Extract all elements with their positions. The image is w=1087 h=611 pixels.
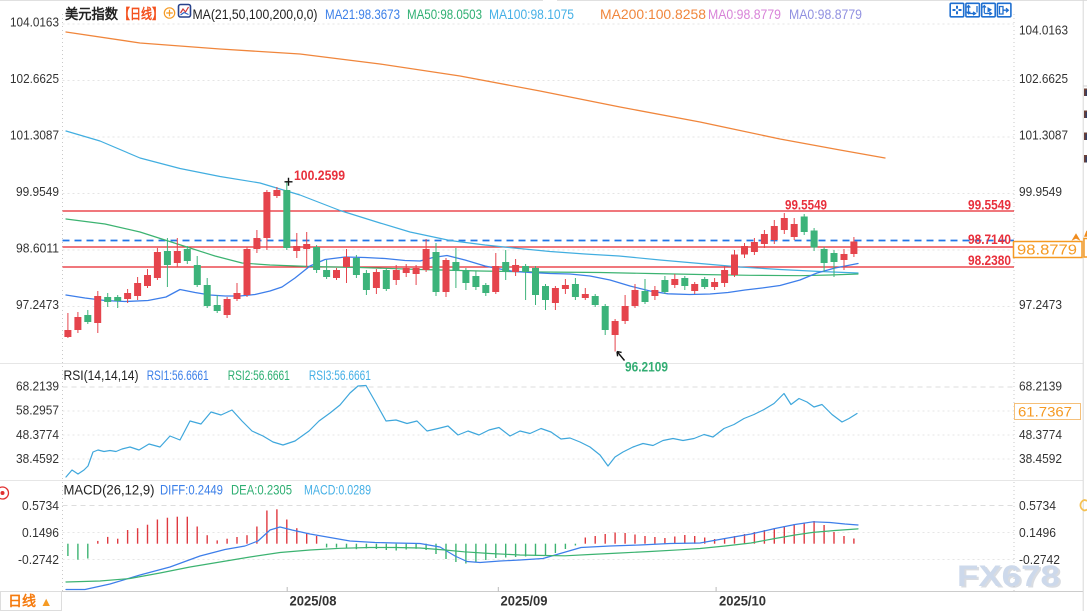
svg-text:98.2380: 98.2380 <box>968 253 1011 268</box>
svg-text:0.5734: 0.5734 <box>22 498 59 513</box>
svg-text:RSI1:56.6661: RSI1:56.6661 <box>147 368 209 383</box>
svg-text:RSI(14,14,14): RSI(14,14,14) <box>64 368 139 383</box>
svg-text:FX678: FX678 <box>957 560 1060 593</box>
svg-text:101.3087: 101.3087 <box>1019 128 1068 143</box>
svg-text:DIFF:0.2449: DIFF:0.2449 <box>160 483 223 498</box>
svg-text:MA0:98.8779: MA0:98.8779 <box>708 7 781 22</box>
svg-text:MACD(26,12,9): MACD(26,12,9) <box>64 483 155 498</box>
svg-text:100.2599: 100.2599 <box>294 168 345 183</box>
svg-text:101.3087: 101.3087 <box>10 128 59 143</box>
svg-text:MA0:98.8779: MA0:98.8779 <box>789 7 862 22</box>
svg-text:▲: ▲ <box>40 595 52 609</box>
svg-text:2025/08: 2025/08 <box>290 594 337 609</box>
svg-text:99.9549: 99.9549 <box>16 184 59 199</box>
svg-text:68.2139: 68.2139 <box>16 379 59 394</box>
svg-text:99.5549: 99.5549 <box>968 198 1011 213</box>
svg-text:RSI3:56.6661: RSI3:56.6661 <box>309 368 371 383</box>
svg-text:0.1496: 0.1496 <box>22 525 59 540</box>
svg-text:96.2109: 96.2109 <box>625 360 668 375</box>
svg-text:58.2957: 58.2957 <box>16 403 59 418</box>
svg-text:98.7140: 98.7140 <box>968 232 1011 247</box>
svg-text:MA(21,50,100,200,0,0): MA(21,50,100,200,0,0) <box>193 7 318 22</box>
svg-text:日线: 日线 <box>8 593 36 609</box>
svg-text:MA100:98.1075: MA100:98.1075 <box>489 7 574 22</box>
svg-text:FX678: FX678 <box>959 562 1062 595</box>
svg-text:【日线】: 【日线】 <box>119 6 163 22</box>
svg-text:0.1496: 0.1496 <box>1019 525 1056 540</box>
svg-text:MA21:98.3673: MA21:98.3673 <box>325 7 400 22</box>
svg-text:MA50:98.0503: MA50:98.0503 <box>407 7 482 22</box>
svg-text:0.5734: 0.5734 <box>1019 498 1056 513</box>
svg-text:102.6625: 102.6625 <box>1019 71 1068 86</box>
svg-text:102.6625: 102.6625 <box>10 71 59 86</box>
svg-text:48.3774: 48.3774 <box>1019 427 1062 442</box>
svg-text:61.7367: 61.7367 <box>1018 405 1072 420</box>
svg-text:68.2139: 68.2139 <box>1019 379 1062 394</box>
svg-text:38.4592: 38.4592 <box>16 451 59 466</box>
svg-text:-0.2742: -0.2742 <box>1019 552 1060 567</box>
svg-text:DEA:0.2305: DEA:0.2305 <box>231 483 292 498</box>
svg-text:48.3774: 48.3774 <box>16 427 59 442</box>
svg-text:38.4592: 38.4592 <box>1019 451 1062 466</box>
svg-text:98.6011: 98.6011 <box>16 241 59 256</box>
svg-text:97.2473: 97.2473 <box>16 297 59 312</box>
svg-text:99.5549: 99.5549 <box>785 198 827 213</box>
svg-text:104.0163: 104.0163 <box>1019 23 1068 38</box>
svg-text:104.0163: 104.0163 <box>10 15 59 30</box>
svg-text:MACD:0.0289: MACD:0.0289 <box>304 483 371 498</box>
svg-text:99.9549: 99.9549 <box>1019 184 1062 199</box>
svg-text:RSI2:56.6661: RSI2:56.6661 <box>228 368 290 383</box>
svg-text:-0.2742: -0.2742 <box>18 552 59 567</box>
svg-text:美元指数: 美元指数 <box>65 6 119 22</box>
svg-text:98.8779: 98.8779 <box>1017 243 1077 259</box>
svg-text:MA200:100.8258: MA200:100.8258 <box>600 7 706 22</box>
svg-text:97.2473: 97.2473 <box>1019 297 1062 312</box>
svg-text:2025/09: 2025/09 <box>501 594 548 609</box>
svg-text:2025/10: 2025/10 <box>719 594 766 609</box>
